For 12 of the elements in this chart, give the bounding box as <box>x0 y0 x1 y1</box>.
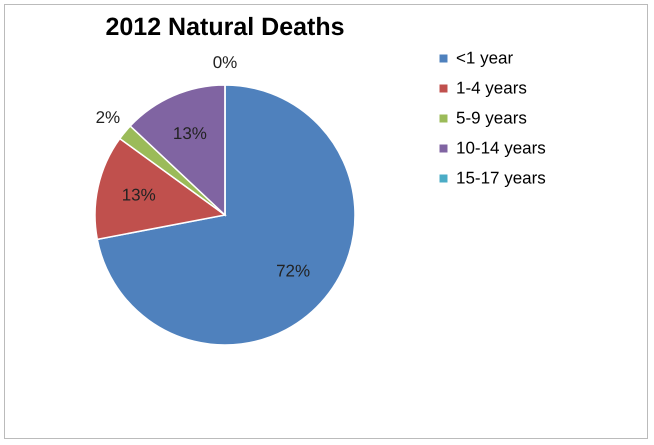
legend-label: <1 year <box>456 48 514 68</box>
legend-label: 15-17 years <box>456 168 546 188</box>
legend-label: 1-4 years <box>456 78 527 98</box>
data-label: 13% <box>172 124 207 143</box>
data-label: 13% <box>122 186 156 205</box>
text: 0% <box>212 53 238 72</box>
legend-label: 10-14 years <box>456 138 546 158</box>
data-label: 2% <box>96 108 120 128</box>
legend-label: 5-9 years <box>456 108 527 128</box>
data-label: 72% <box>276 261 310 280</box>
pie-slice <box>96 84 356 346</box>
chart-title: 2012 Natural Deaths <box>105 13 345 41</box>
